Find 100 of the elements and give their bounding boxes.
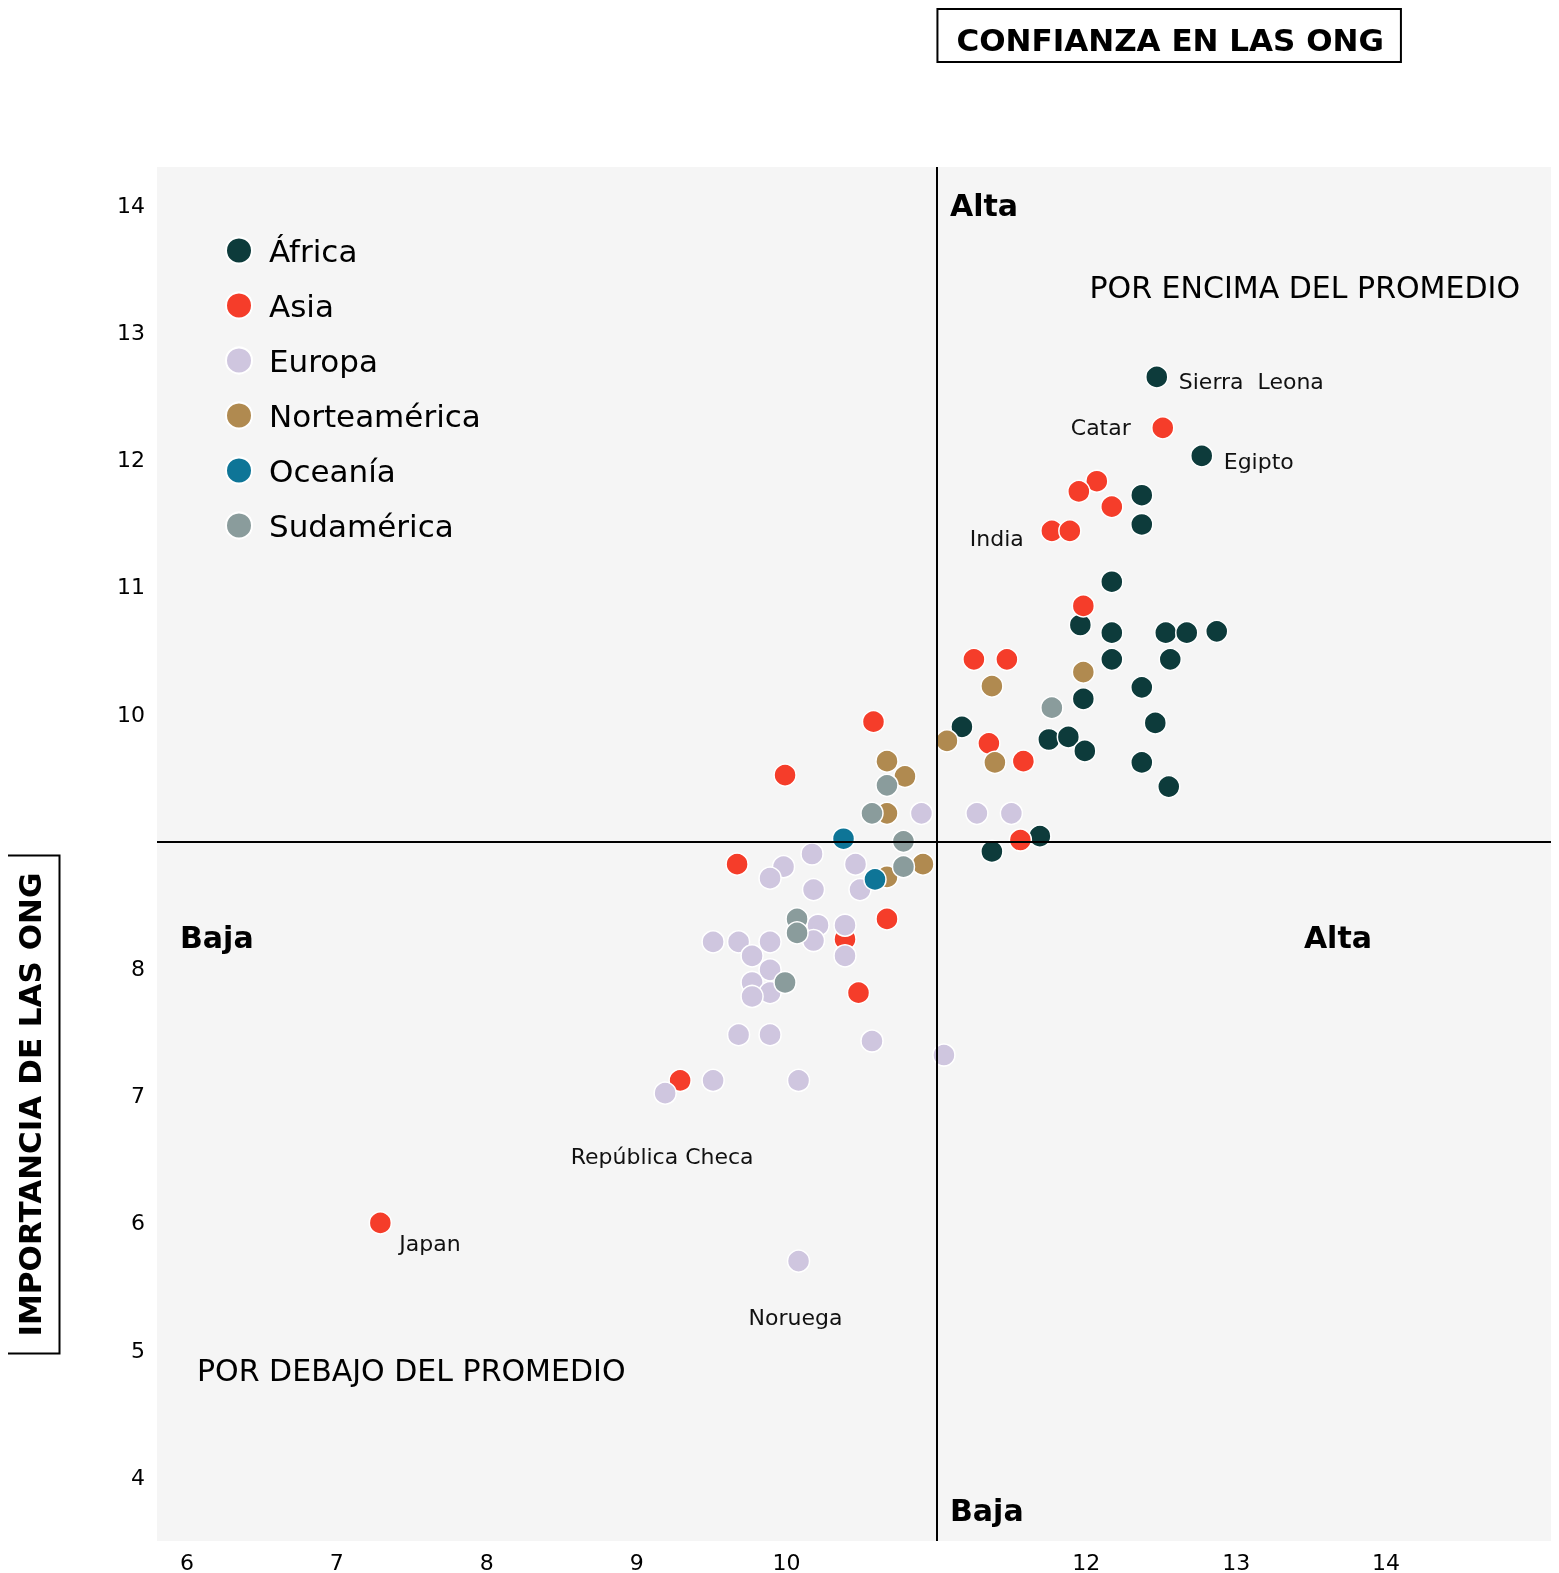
y-tick-label: 5 [131, 1337, 145, 1363]
point [1068, 613, 1093, 637]
point [1158, 647, 1183, 672]
annotation: POR DEBAJO DEL PROMEDIO [197, 1352, 626, 1388]
point [785, 921, 809, 945]
legend-label: Sudamérica [269, 507, 454, 544]
point [773, 970, 797, 995]
point [893, 764, 917, 789]
point [1175, 620, 1199, 645]
point [843, 852, 868, 876]
point [980, 839, 1004, 864]
point [875, 907, 899, 931]
point [1037, 727, 1061, 752]
point [773, 763, 797, 787]
point [758, 930, 782, 954]
annotation: República Checa [570, 1143, 754, 1169]
legend-label: Oceanía [269, 452, 396, 489]
point [1040, 695, 1064, 720]
y-tick-label: 14 [117, 192, 145, 218]
point [800, 842, 824, 866]
legend-label: África [269, 232, 358, 269]
annotation: India [969, 525, 1024, 551]
y-tick-label: 11 [117, 574, 145, 600]
point [1100, 647, 1124, 672]
point [860, 801, 884, 826]
annotation: Noruega [748, 1305, 843, 1331]
point [758, 866, 782, 890]
point [863, 867, 887, 892]
point [1100, 494, 1124, 519]
point [875, 749, 899, 773]
x-tick-label: 13 [1222, 1549, 1251, 1573]
x-tick-label: 12 [1072, 1549, 1101, 1573]
point [1067, 479, 1091, 504]
point [911, 852, 935, 876]
point [980, 674, 1004, 698]
point [368, 1211, 393, 1235]
annotation: Egipto [1223, 448, 1294, 474]
point [983, 750, 1007, 775]
point [1205, 619, 1229, 644]
legend-label: Europa [269, 342, 378, 379]
point [846, 980, 871, 1005]
y-tick-label: 10 [117, 701, 145, 727]
point [1071, 594, 1096, 618]
point [932, 1043, 956, 1067]
x-axis-title: CONFIANZA EN LAS ONG [956, 21, 1384, 58]
annotation: Japan [397, 1231, 461, 1257]
point [935, 729, 959, 753]
annotation: Sierra Leona [1178, 368, 1324, 394]
point [1154, 620, 1178, 645]
point [1157, 774, 1181, 799]
point [1085, 469, 1109, 493]
y-tick-label: 7 [131, 1083, 145, 1109]
point [950, 715, 974, 739]
point [725, 852, 749, 876]
legend-label: Asia [269, 287, 334, 324]
point [833, 913, 857, 937]
point [1151, 416, 1175, 440]
annotation: Catar [1070, 415, 1132, 441]
point [1145, 365, 1169, 389]
y-tick-label: 13 [117, 319, 145, 345]
x-tick-label: 8 [479, 1549, 494, 1573]
point [1130, 750, 1154, 775]
point [726, 930, 751, 954]
point [653, 1081, 677, 1105]
point [758, 1022, 782, 1047]
point [1058, 519, 1082, 543]
point [875, 773, 899, 798]
x-tick-label: 9 [629, 1549, 644, 1573]
x-tick-label: 7 [329, 1549, 344, 1573]
point [861, 709, 886, 734]
point [833, 944, 857, 968]
x-tick-label: 10 [772, 1549, 801, 1573]
x-tick-label: 14 [1372, 1549, 1401, 1573]
point [740, 984, 764, 1009]
annotation: POR ENCIMA DEL PROMEDIO [1089, 269, 1520, 305]
y-axis-title: IMPORTANCIA DE LAS ONG [12, 872, 48, 1337]
point [701, 1068, 725, 1093]
point [668, 1068, 692, 1093]
annotation: Alta [1303, 919, 1372, 955]
point [1130, 483, 1154, 507]
point [1130, 512, 1154, 537]
point [786, 1068, 811, 1093]
point [1011, 749, 1036, 773]
annotation: Baja [180, 919, 254, 955]
point [1100, 620, 1124, 645]
y-tick-label: 4 [131, 1464, 145, 1490]
point [758, 958, 782, 982]
point [977, 731, 1001, 756]
point [1130, 675, 1154, 700]
point [801, 877, 826, 902]
point [701, 930, 725, 954]
point [891, 854, 916, 879]
point [1100, 570, 1124, 594]
point [1056, 725, 1081, 749]
point [726, 1022, 751, 1047]
point [786, 1249, 811, 1273]
point [1190, 444, 1214, 468]
annotation: Baja [950, 1492, 1024, 1528]
point [909, 801, 934, 826]
point [1071, 660, 1096, 684]
